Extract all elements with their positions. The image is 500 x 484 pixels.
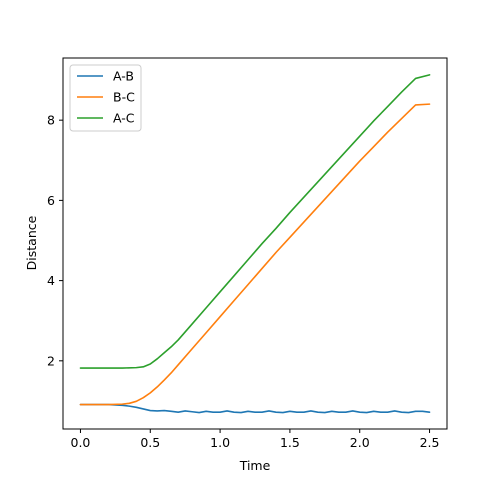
series-line-b-c xyxy=(79,103,431,406)
y-tick-label: 6 xyxy=(47,193,55,208)
x-tick-label: 0.0 xyxy=(71,435,91,450)
legend-box xyxy=(69,64,142,132)
legend: A-B B-C A-C xyxy=(69,64,142,132)
y-tick-label: 4 xyxy=(47,273,55,288)
legend-entries: A-B B-C A-C xyxy=(77,69,135,126)
series-layer xyxy=(79,74,431,414)
series-line-a-c xyxy=(79,74,431,369)
x-tick-label: 1.5 xyxy=(280,435,300,450)
x-axis-label: Time xyxy=(239,458,271,473)
y-tick-label: 8 xyxy=(47,113,55,128)
y-axis: 2 4 6 8 xyxy=(47,113,63,368)
x-tick-label: 2.0 xyxy=(350,435,370,450)
y-tick-label: 2 xyxy=(47,353,55,368)
legend-label-a-c: A-C xyxy=(113,111,135,126)
x-tick-label: 2.5 xyxy=(420,435,440,450)
legend-label-b-c: B-C xyxy=(113,90,135,105)
x-tick-label: 0.5 xyxy=(140,435,160,450)
legend-label-a-b: A-B xyxy=(113,69,134,84)
x-axis: 0.0 0.5 1.0 1.5 2.0 2.5 xyxy=(71,429,440,450)
plot-frame xyxy=(62,57,448,430)
y-axis-label: Distance xyxy=(24,215,39,270)
series-line-a-b xyxy=(79,403,431,414)
x-tick-label: 1.0 xyxy=(210,435,230,450)
